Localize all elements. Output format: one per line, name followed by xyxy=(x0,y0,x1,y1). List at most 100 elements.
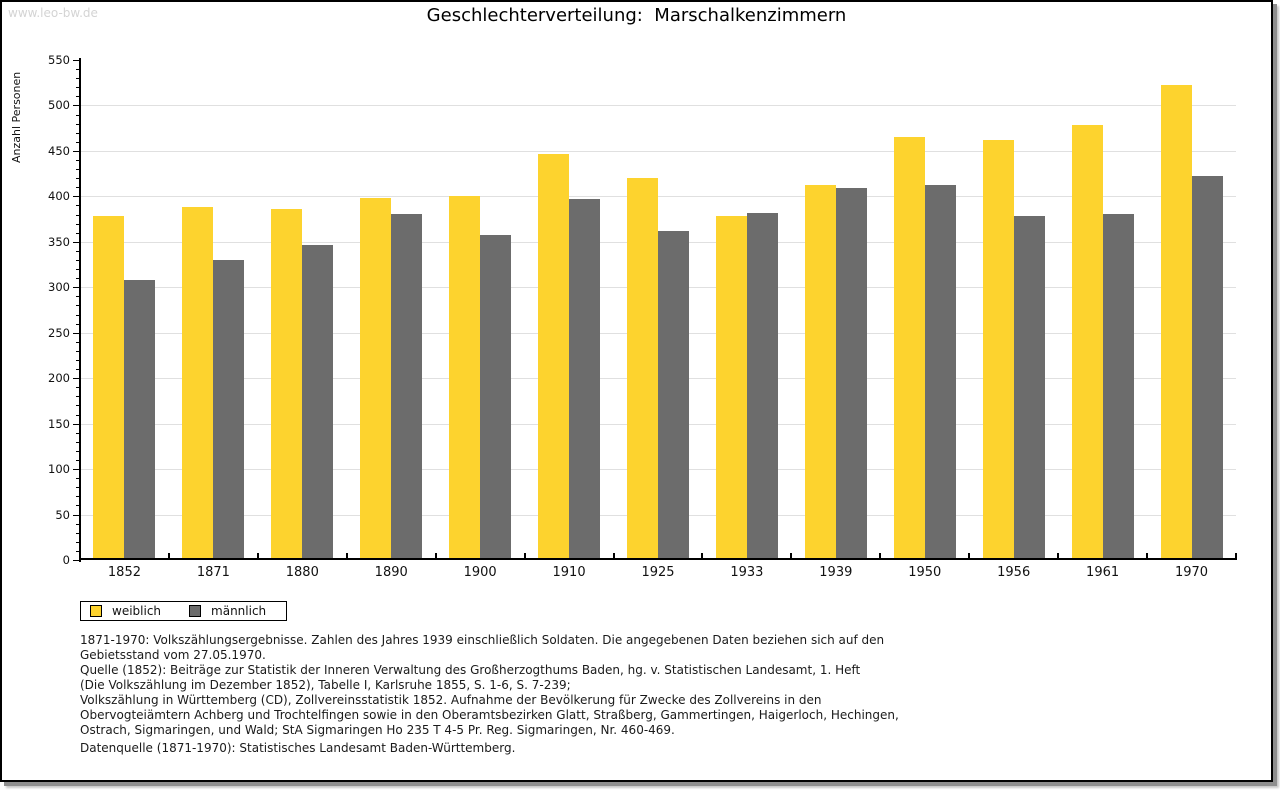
y-minor-tick xyxy=(76,123,80,125)
y-minor-tick xyxy=(76,169,80,171)
y-minor-tick xyxy=(76,460,80,461)
y-minor-tick xyxy=(76,341,80,343)
y-minor-tick xyxy=(76,550,80,552)
footer-line: Ostrach, Sigmaringen, und Wald; StA Sigm… xyxy=(80,723,675,737)
source-note-paragraph: 1871-1970: Volkszählungsergebnisse. Zahl… xyxy=(80,633,1200,738)
bar-weiblich-1970 xyxy=(1160,85,1192,560)
x-boundary-tick xyxy=(968,553,971,560)
y-major-tick-250 xyxy=(73,332,80,334)
chart-legend: weiblich männlich xyxy=(80,601,287,621)
legend-label: männlich xyxy=(211,604,267,618)
y-minor-tick xyxy=(76,414,80,416)
x-tick-label-1910: 1910 xyxy=(552,565,586,580)
bar-weiblich-1852 xyxy=(93,216,125,560)
y-minor-tick xyxy=(76,96,80,98)
y-major-tick-350 xyxy=(73,241,80,243)
bar-weiblich-1933 xyxy=(715,216,747,560)
x-tick-label-1961: 1961 xyxy=(1086,565,1120,580)
bar-maennlich-1880 xyxy=(302,245,334,560)
y-minor-tick xyxy=(76,487,80,489)
y-minor-tick xyxy=(76,387,80,389)
y-minor-tick xyxy=(76,178,80,180)
y-minor-tick xyxy=(76,132,80,134)
page-title: Geschlechterverteilung: Marschalkenzimme… xyxy=(426,5,847,26)
x-tick-label-1939: 1939 xyxy=(819,565,853,580)
bar-weiblich-1956 xyxy=(982,140,1014,560)
y-minor-tick xyxy=(76,250,80,252)
footer-line: Gebietsstand vom 27.05.1970. xyxy=(80,648,266,662)
y-major-tick-200 xyxy=(73,378,80,380)
footer-line: Volkszählung in Württemberg (CD), Zollve… xyxy=(80,693,822,707)
bar-maennlich-1970 xyxy=(1191,176,1223,560)
watermark-url: www.leo-bw.de xyxy=(8,6,98,20)
y-minor-tick xyxy=(76,523,80,525)
bar-maennlich-1939 xyxy=(835,188,867,560)
y-major-tick-300 xyxy=(73,287,80,289)
x-boundary-tick xyxy=(256,553,259,560)
datasource-line: Datenquelle (1871-1970): Statistisches L… xyxy=(80,741,516,755)
legend-swatch-maennlich xyxy=(189,605,202,617)
x-boundary-tick xyxy=(879,553,882,560)
bar-maennlich-1871 xyxy=(213,260,245,560)
y-major-tick-500 xyxy=(73,105,80,107)
y-minor-tick xyxy=(76,205,80,207)
footer-line: 1871-1970: Volkszählungsergebnisse. Zahl… xyxy=(80,633,885,647)
x-boundary-tick xyxy=(701,553,704,560)
legend-swatch-weiblich xyxy=(90,605,102,617)
y-major-tick-550 xyxy=(73,60,80,61)
y-minor-tick xyxy=(76,296,80,298)
x-boundary-tick xyxy=(612,553,615,560)
y-minor-tick xyxy=(76,505,80,507)
y-minor-tick xyxy=(76,350,80,352)
y-minor-tick xyxy=(76,114,80,116)
y-minor-tick xyxy=(76,260,80,261)
bar-weiblich-1939 xyxy=(804,184,836,560)
x-boundary-tick xyxy=(345,553,348,560)
y-major-tick-50 xyxy=(73,514,80,516)
bar-maennlich-1852 xyxy=(124,280,156,560)
y-major-tick-150 xyxy=(73,423,80,425)
x-boundary-tick xyxy=(790,553,793,560)
y-major-tick-450 xyxy=(73,150,80,152)
x-tick-label-1925: 1925 xyxy=(641,565,675,580)
gridline-450 xyxy=(81,150,1236,152)
x-tick-label-1956: 1956 xyxy=(997,565,1031,580)
y-tick-label: 200 xyxy=(48,371,70,386)
footer-line: Obervogteiämtern Achberg und Trochtelfin… xyxy=(80,708,899,722)
y-minor-tick xyxy=(76,87,80,89)
x-tick-label-1852: 1852 xyxy=(107,565,141,580)
y-tick-label: 50 xyxy=(55,507,70,522)
gridline-500 xyxy=(81,105,1236,107)
bar-weiblich-1871 xyxy=(182,207,214,560)
y-minor-tick xyxy=(76,141,80,143)
y-minor-tick xyxy=(76,160,80,161)
y-minor-tick xyxy=(76,532,80,534)
x-tick-label-1950: 1950 xyxy=(908,565,942,580)
y-minor-tick xyxy=(76,314,80,316)
legend-item-maennlich: männlich xyxy=(189,604,266,618)
y-minor-tick xyxy=(76,232,80,234)
bar-maennlich-1910 xyxy=(569,199,601,560)
y-tick-label: 550 xyxy=(48,53,70,67)
x-boundary-tick xyxy=(167,553,170,560)
x-tick-label-1933: 1933 xyxy=(730,565,764,580)
x-tick-label-1970: 1970 xyxy=(1174,565,1209,580)
x-boundary-tick xyxy=(434,553,437,560)
y-minor-tick xyxy=(76,323,80,325)
y-minor-tick xyxy=(76,223,80,225)
y-minor-tick xyxy=(76,214,80,216)
y-tick-label: 250 xyxy=(48,325,70,340)
y-major-tick-400 xyxy=(73,196,80,198)
y-minor-tick xyxy=(76,269,80,271)
bar-maennlich-1925 xyxy=(658,230,689,560)
y-minor-tick xyxy=(76,496,80,498)
x-boundary-tick xyxy=(1057,553,1060,560)
bar-weiblich-1910 xyxy=(538,153,570,560)
x-tick-label-1880: 1880 xyxy=(285,565,319,580)
bar-maennlich-1933 xyxy=(746,212,778,560)
y-minor-tick xyxy=(76,450,80,452)
y-minor-tick xyxy=(76,187,80,189)
y-minor-tick xyxy=(76,369,80,371)
y-tick-label: 100 xyxy=(48,462,70,477)
